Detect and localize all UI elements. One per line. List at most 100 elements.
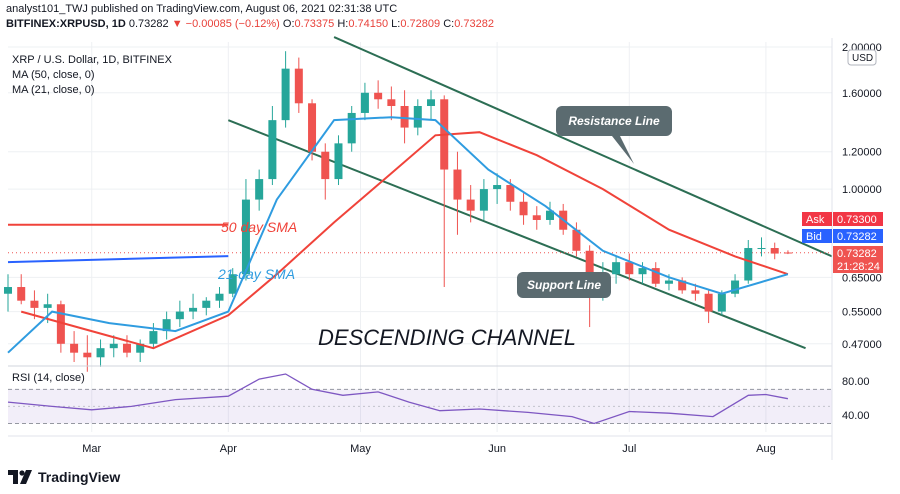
candle-body <box>638 268 647 275</box>
candle-body <box>83 352 92 358</box>
quote-labels: Ask 0.73300 Bid 0.73282 0.73282 21:28:24 <box>802 212 883 273</box>
candle-body <box>532 215 541 220</box>
candle-body <box>347 112 356 144</box>
candle-body <box>321 151 330 180</box>
tradingview-brand: TradingView <box>38 469 121 485</box>
tradingview-footer[interactable]: TradingView <box>8 466 120 488</box>
ask-value: 0.73300 <box>837 214 877 226</box>
rsi-tick-label: 40.00 <box>842 410 870 422</box>
candle-body <box>466 199 475 211</box>
legend-rsi[interactable]: RSI (14, close) <box>12 372 85 384</box>
symbol: BITFINEX:XRPUSD, 1D <box>6 18 126 30</box>
candle-body <box>162 319 171 332</box>
axes: 2.000001.600001.200001.000000.650000.550… <box>8 38 882 460</box>
candle-body <box>30 300 39 308</box>
sma50-label: 50 day SMA <box>221 219 297 235</box>
bar-countdown: 21:28:24 <box>837 261 880 273</box>
rsi-line <box>7 373 789 425</box>
candle-body <box>400 106 409 128</box>
down-arrow-icon: ▼ <box>171 18 183 30</box>
candle-body <box>612 262 621 275</box>
support-callout: Support Line <box>517 272 611 298</box>
candle-body <box>43 304 52 308</box>
price-tick-label: 0.55000 <box>842 307 882 319</box>
open-value: 0.73375 <box>294 18 335 30</box>
candle-body <box>202 300 211 308</box>
candle-body <box>519 201 528 216</box>
candle-body <box>427 99 436 107</box>
candle-body <box>334 143 343 180</box>
high-label: H: <box>337 18 349 30</box>
candle-body <box>255 179 264 200</box>
time-tick-label: Jul <box>622 443 636 455</box>
sma21-level-line <box>7 255 229 264</box>
legend-ma21[interactable]: MA (21, close, 0) <box>12 84 95 96</box>
currency-badge <box>847 49 877 66</box>
bid-value: 0.73282 <box>837 231 877 243</box>
candle-body <box>506 185 515 202</box>
open-label: O: <box>282 18 295 30</box>
candle-body <box>122 343 131 353</box>
publish-info: analyst101_TWJ published on TradingView.… <box>6 3 398 15</box>
candle-body <box>360 92 369 113</box>
resistance-line <box>333 36 833 258</box>
candle-body <box>268 120 277 180</box>
candle-body <box>717 293 726 312</box>
candle-body <box>572 229 581 251</box>
ohlc-header: BITFINEX:XRPUSD, 1D 0.73282 ▼ −0.00085 (… <box>6 18 494 30</box>
candle-body <box>731 280 740 294</box>
candle-body <box>374 92 383 100</box>
ma21-line <box>7 116 789 354</box>
ask-label: Ask <box>806 214 825 226</box>
tradingview-logo-icon <box>8 470 32 484</box>
close-value: 0.73282 <box>454 18 494 30</box>
candle-body <box>770 248 779 254</box>
candle-body <box>744 248 753 281</box>
candle-body <box>228 274 237 294</box>
candle-body <box>625 262 634 275</box>
rsi-pane <box>7 365 832 425</box>
candle-body <box>17 287 26 301</box>
high-value: 0.74150 <box>348 18 389 30</box>
candle-body <box>175 311 184 320</box>
low-label: L: <box>391 18 401 30</box>
candle-body <box>241 199 250 275</box>
candle-body <box>783 252 792 254</box>
candle-body <box>4 287 12 294</box>
candle-body <box>294 68 303 104</box>
moving-averages <box>7 116 789 354</box>
resistance-line-label: Resistance Line <box>568 114 660 128</box>
legend-ma50[interactable]: MA (50, close, 0) <box>12 69 95 81</box>
low-value: 0.72809 <box>400 18 441 30</box>
annotations: 50 day SMA 21-day SMA DESCENDING CHANNEL… <box>217 106 672 350</box>
time-tick-label: Jun <box>488 443 506 455</box>
candles <box>4 51 792 372</box>
last-price: 0.73282 <box>837 248 877 260</box>
candle-body <box>96 348 105 358</box>
ma50-line <box>20 131 789 350</box>
bid-label: Bid <box>806 231 822 243</box>
support-line-label: Support Line <box>527 278 601 292</box>
candle-body <box>308 103 317 152</box>
candle-body <box>757 248 766 250</box>
sma21-label: 21-day SMA <box>217 266 295 282</box>
last-price-header: 0.73282 <box>128 18 169 30</box>
candle-body <box>704 293 713 312</box>
rsi-tick-label: 80.00 <box>842 376 870 388</box>
candle-body <box>281 68 290 121</box>
price-tick-label: 0.47000 <box>842 339 882 351</box>
candle-body <box>189 307 198 312</box>
candle-body <box>56 304 65 344</box>
candle-body <box>545 210 554 220</box>
time-tick-label: Aug <box>756 443 776 455</box>
legend-title: XRP / U.S. Dollar, 1D, BITFINEX <box>12 54 172 66</box>
close-label: C: <box>443 18 455 30</box>
candle-body <box>651 268 660 284</box>
price-tick-label: 1.00000 <box>842 184 882 196</box>
candle-body <box>413 106 422 128</box>
candle-body <box>479 189 488 211</box>
candle-body <box>109 343 118 349</box>
currency-label: USD <box>852 53 873 64</box>
